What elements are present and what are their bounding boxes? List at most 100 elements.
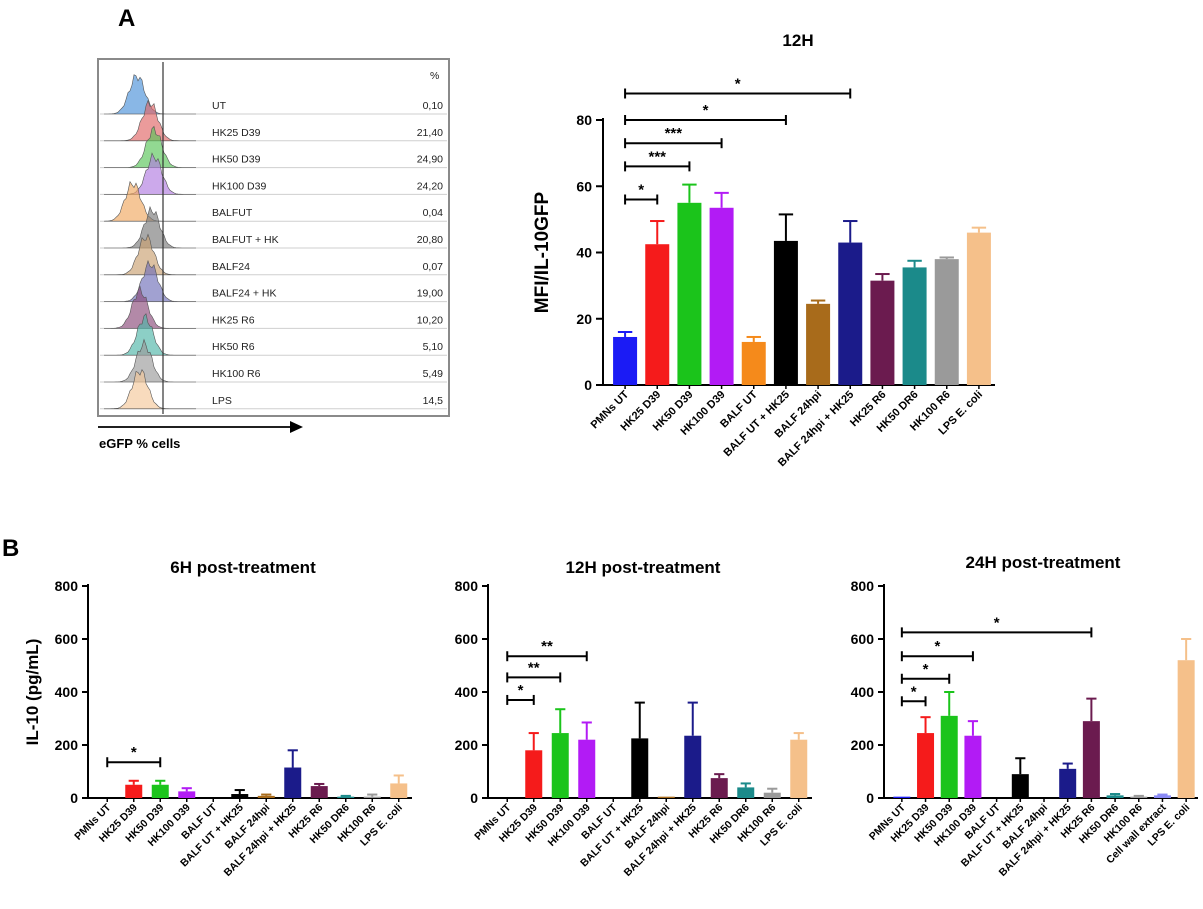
y-tick-label: 200	[455, 737, 479, 753]
flow-histogram	[104, 369, 196, 410]
y-tick-label: 600	[851, 631, 875, 647]
bar	[709, 207, 734, 385]
flow-histogram	[104, 259, 196, 302]
bar	[525, 750, 543, 798]
flow-histogram	[104, 99, 196, 142]
flow-row-label: HK25 R6	[212, 314, 255, 326]
flow-histogram	[104, 125, 196, 168]
flow-percent-header: %	[430, 70, 439, 82]
significance-label: **	[541, 638, 553, 655]
flow-histogram	[104, 313, 196, 356]
flow-row-label: BALF24 + HK	[212, 288, 277, 300]
chart-title: 12H	[782, 31, 813, 50]
flow-row-label: HK25 D39	[212, 127, 261, 139]
significance-label: *	[911, 683, 917, 700]
bar	[284, 767, 302, 798]
flow-row-value: 0,07	[423, 261, 444, 273]
chart-title: 6H post-treatment	[170, 558, 316, 577]
flow-row-value: 14,5	[423, 395, 444, 407]
significance-label: **	[528, 659, 540, 676]
flow-row-label: LPS	[212, 395, 232, 407]
bar	[257, 795, 275, 798]
y-tick-label: 20	[576, 311, 592, 327]
bar	[613, 336, 638, 385]
bar	[902, 267, 927, 385]
bar	[806, 303, 831, 385]
bar	[151, 784, 169, 798]
y-tick-label: 400	[55, 684, 79, 700]
bar	[1177, 660, 1195, 798]
significance-label: *	[703, 102, 709, 119]
bar	[1011, 774, 1029, 798]
bar	[390, 783, 408, 798]
bar	[773, 240, 798, 385]
y-tick-label: 200	[851, 737, 875, 753]
flow-row-value: 19,00	[417, 288, 443, 300]
y-tick-label: 80	[576, 112, 592, 128]
flow-histogram	[104, 285, 196, 329]
significance-label: *	[518, 682, 524, 699]
y-tick-label: 600	[455, 631, 479, 647]
y-tick-label: 800	[55, 578, 79, 594]
bar	[1130, 796, 1148, 798]
bar	[710, 778, 728, 798]
bar	[1153, 795, 1171, 798]
flow-rows: UT 0,10 HK25 D39 21,40 HK50 D39 24,90 HK100 D3…	[100, 74, 447, 410]
bar	[790, 739, 808, 798]
bar	[677, 202, 702, 385]
bar	[964, 735, 982, 798]
flow-histogram	[104, 338, 196, 383]
y-tick-label: 200	[55, 737, 79, 753]
bar	[125, 784, 143, 798]
significance-label: *	[735, 76, 741, 93]
y-tick-label: 0	[70, 790, 78, 806]
bar	[657, 796, 675, 798]
flow-histogram	[104, 152, 196, 195]
y-tick-label: 800	[455, 578, 479, 594]
chart-il10-6h: 6H post-treatment 0 200 400 600 800 IL-10 (pg/…	[23, 558, 412, 879]
flow-row-value: 24,20	[417, 180, 443, 192]
flow-row-value: 0,04	[423, 207, 444, 219]
flow-row-label: HK100 D39	[212, 180, 266, 192]
flow-row-label: BALF24	[212, 261, 250, 273]
bar	[631, 738, 649, 798]
bar	[551, 733, 569, 798]
y-tick-label: 60	[576, 178, 592, 194]
y-axis-label: MFI/IL-10GFP	[532, 191, 553, 313]
flow-row-value: 21,40	[417, 127, 443, 139]
flow-x-arrowhead	[290, 421, 303, 433]
y-tick-label: 400	[455, 684, 479, 700]
significance-label: ***	[648, 148, 666, 165]
y-tick-label: 800	[851, 578, 875, 594]
y-tick-label: 0	[866, 790, 874, 806]
flow-row-label: BALFUT	[212, 207, 253, 219]
bar	[763, 792, 781, 798]
significance-label: *	[923, 661, 929, 678]
bar	[893, 796, 911, 798]
flow-row-value: 24,90	[417, 154, 443, 166]
flow-row-label: UT	[212, 100, 227, 112]
significance-label: ***	[665, 125, 683, 142]
bar	[337, 796, 355, 798]
flow-row-value: 5,10	[423, 341, 444, 353]
bar	[1059, 768, 1077, 798]
y-tick-label: 0	[584, 377, 592, 393]
flow-row-label: HK50 R6	[212, 341, 255, 353]
bar	[310, 786, 328, 798]
y-axis-label: IL-10 (pg/mL)	[23, 639, 42, 746]
significance-label: *	[638, 182, 644, 199]
flow-histogram-panel: % UT 0,10 HK25 D39 21,40 HK50 D39 24,90 HK100 …	[97, 58, 450, 451]
flow-row-label: BALFUT + HK	[212, 234, 279, 246]
chart-title: 12H post-treatment	[566, 558, 721, 577]
bar	[940, 715, 958, 798]
bar	[1082, 721, 1100, 798]
flow-row-label: HK50 D39	[212, 154, 261, 166]
flow-histogram	[104, 205, 196, 249]
bar	[1106, 795, 1124, 798]
bar	[363, 796, 381, 798]
bar	[178, 791, 196, 798]
flow-row-label: HK100 R6	[212, 368, 261, 380]
